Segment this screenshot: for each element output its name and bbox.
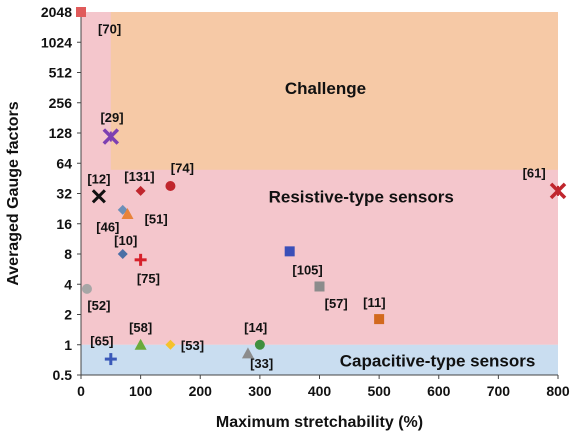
y-tick-label: 16 xyxy=(56,216,72,232)
data-point xyxy=(134,338,147,350)
point-label: [74] xyxy=(171,161,194,176)
x-tick-label: 100 xyxy=(129,383,153,399)
point-label: [46] xyxy=(96,220,119,235)
x-tick-label: 0 xyxy=(77,383,85,399)
data-point xyxy=(165,339,176,350)
data-point xyxy=(284,246,295,257)
point-label: [12] xyxy=(87,172,110,187)
region-labels: Challenge Resistive-type sensors Capacitiv… xyxy=(269,79,536,370)
data-point xyxy=(121,208,134,220)
x-tick-label: 800 xyxy=(546,383,570,399)
data-points xyxy=(76,7,567,366)
point-label: [51] xyxy=(145,212,168,227)
x-tick-label: 700 xyxy=(487,383,511,399)
point-label: [58] xyxy=(129,320,152,335)
point-label: [57] xyxy=(325,296,348,311)
data-point xyxy=(117,249,128,259)
data-point xyxy=(165,181,176,192)
y-tick-label: 128 xyxy=(49,125,73,141)
point-label: [70] xyxy=(98,22,121,37)
y-tick-label: 8 xyxy=(64,246,72,262)
data-point xyxy=(102,128,120,145)
point-label: [52] xyxy=(87,298,110,313)
data-point xyxy=(91,189,106,204)
plot-regions xyxy=(81,12,558,375)
y-tick-label: 256 xyxy=(49,95,73,111)
point-label: [75] xyxy=(137,271,160,286)
y-tick-label: 1024 xyxy=(41,34,72,50)
region-label-3: Capacitive-type sensors xyxy=(340,351,536,370)
data-point xyxy=(549,182,567,200)
point-label: [65] xyxy=(90,334,113,349)
axes: Maximum stretchability (%) Averaged Gaug… xyxy=(5,4,570,431)
point-label: [33] xyxy=(250,356,273,371)
y-tick-label: 64 xyxy=(56,155,72,171)
y-tick-label: 2048 xyxy=(41,4,72,20)
data-point xyxy=(314,281,325,292)
region-1 xyxy=(110,12,558,170)
point-label: [105] xyxy=(292,263,322,278)
y-tick-label: 32 xyxy=(56,186,72,202)
y-tick-label: 2 xyxy=(64,307,72,323)
point-label: [61] xyxy=(523,165,546,180)
x-tick-label: 400 xyxy=(308,383,332,399)
y-tick-label: 512 xyxy=(49,65,73,81)
point-label: [11] xyxy=(363,295,385,310)
region-3 xyxy=(81,344,558,375)
data-point xyxy=(76,7,86,17)
region-2 xyxy=(81,169,558,345)
x-tick-label: 200 xyxy=(189,383,213,399)
x-tick-label: 500 xyxy=(367,383,391,399)
data-point xyxy=(134,253,147,266)
x-axis-title: Maximum stretchability (%) xyxy=(216,414,423,431)
data-point xyxy=(135,185,146,196)
region-label-1: Challenge xyxy=(285,79,366,98)
y-tick-label: 4 xyxy=(64,276,72,292)
region-label-2: Resistive-type sensors xyxy=(269,187,454,206)
point-label: [131] xyxy=(124,169,154,184)
point-label: [14] xyxy=(244,320,267,335)
data-point xyxy=(104,353,117,366)
data-point xyxy=(241,347,254,359)
data-point xyxy=(254,339,265,350)
point-label: [10] xyxy=(114,233,137,248)
point-label: [29] xyxy=(100,110,123,125)
point-label: [53] xyxy=(181,338,204,353)
y-tick-label: 0.5 xyxy=(53,367,73,383)
y-axis-title: Averaged Gauge factors xyxy=(5,101,22,285)
y-tick-label: 1 xyxy=(64,337,72,353)
data-point xyxy=(374,314,385,325)
x-tick-label: 300 xyxy=(248,383,272,399)
x-tick-label: 600 xyxy=(427,383,451,399)
data-point xyxy=(81,283,92,294)
point-labels: [70] [29] [12] [131] [74] [46] [51] [10] [75] [52… xyxy=(87,22,545,371)
